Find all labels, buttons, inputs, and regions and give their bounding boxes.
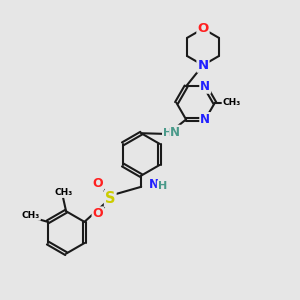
- Text: N: N: [200, 80, 210, 93]
- Text: CH₃: CH₃: [22, 211, 40, 220]
- Text: O: O: [93, 177, 103, 190]
- Text: N: N: [148, 178, 158, 191]
- Text: H: H: [158, 181, 167, 191]
- Text: N: N: [170, 126, 180, 139]
- Text: N: N: [200, 113, 210, 126]
- Text: H: H: [163, 128, 172, 138]
- Text: S: S: [105, 191, 116, 206]
- Text: CH₃: CH₃: [222, 98, 241, 107]
- Text: O: O: [93, 207, 103, 220]
- Text: N: N: [197, 59, 208, 72]
- Text: O: O: [197, 22, 208, 35]
- Text: CH₃: CH₃: [54, 188, 72, 197]
